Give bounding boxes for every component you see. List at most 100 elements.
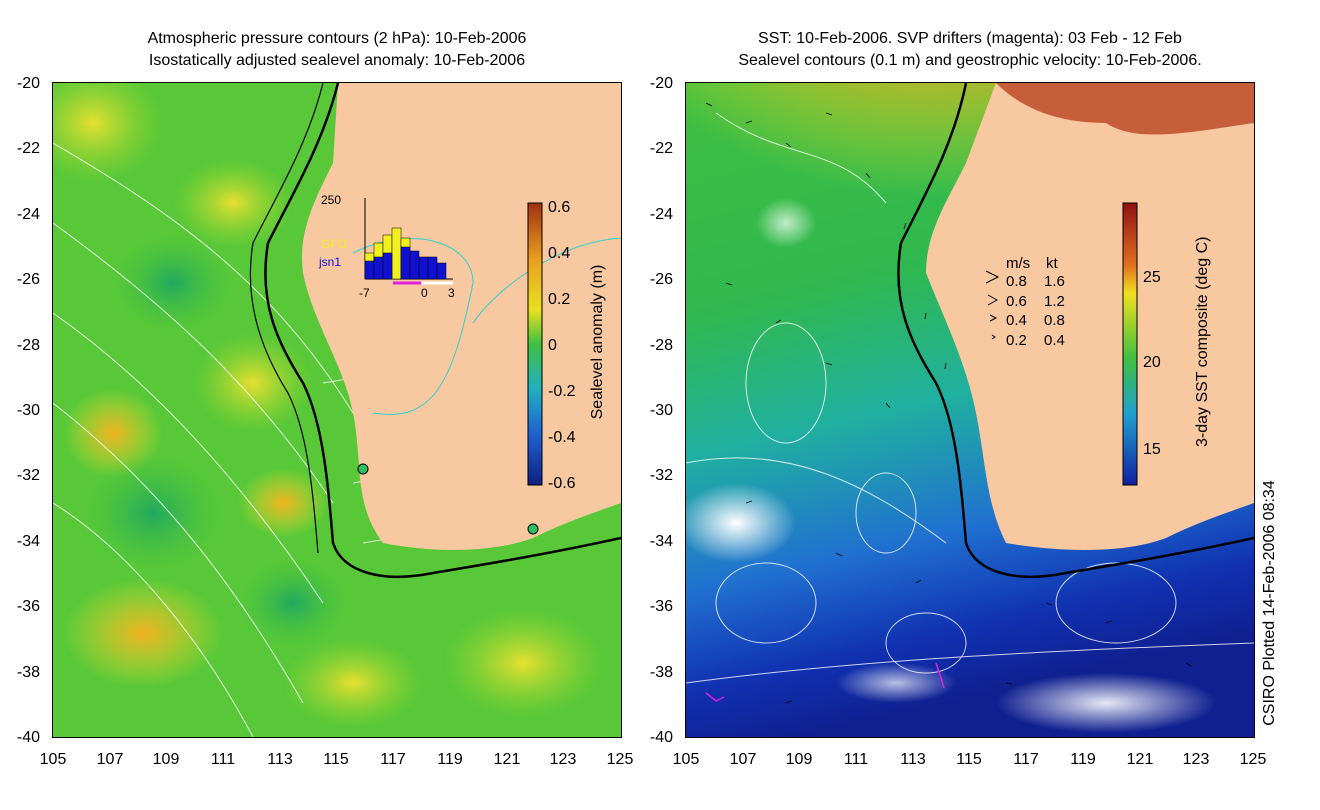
anomaly-blob [53, 83, 163, 183]
colorbar-tick: -0.4 [548, 429, 576, 446]
colorbar-tick: -0.2 [548, 383, 576, 400]
svp-drifter-track [705, 692, 725, 702]
lon-tick: 117 [1013, 751, 1039, 768]
sst-colorbar [1122, 202, 1138, 486]
lon-tick: 119 [437, 751, 463, 768]
kimberley-coast [996, 83, 1254, 135]
geostrophic-velocity-arrows [705, 102, 1192, 704]
lat-tick: -34 [16, 533, 40, 550]
colorbar-tick: 0.4 [548, 245, 571, 262]
lat-tick: -40 [16, 729, 40, 746]
lon-tick: 125 [606, 751, 634, 768]
left-title-line1: Atmospheric pressure contours (2 hPa): 1… [147, 30, 527, 47]
lon-tick: 125 [1239, 751, 1267, 768]
shelf-contour [249, 83, 324, 554]
lon-tick: 105 [672, 751, 700, 768]
histogram-bar-jsn1 [400, 246, 411, 280]
histogram-xlabel: 0 [421, 286, 428, 300]
histogram-bar-jsn1 [427, 256, 438, 280]
legend-kt: 1.6 [1044, 273, 1065, 290]
lat-tick: -36 [16, 598, 40, 615]
coastline [897, 83, 1254, 578]
cloud-patch [756, 198, 816, 248]
lon-tick: 105 [39, 751, 67, 768]
sealevel-colorbar [527, 202, 543, 486]
left-map[interactable]: 250 GFO jsn1 -7 0 3 [52, 82, 622, 738]
histogram-bar-jsn1 [382, 252, 393, 280]
histogram-bar-jsn1 [436, 262, 447, 280]
lon-tick: 113 [900, 751, 926, 768]
velocity-legend-arrows [985, 270, 1000, 340]
legend-gfo: GFO [321, 237, 347, 251]
cloud-patch [686, 483, 796, 563]
australia-landmass [926, 83, 1254, 550]
lat-tick: -26 [649, 271, 673, 288]
lat-tick: -28 [16, 337, 40, 354]
legend-ms: 0.2 [1006, 332, 1027, 349]
anomaly-blob [443, 608, 603, 718]
left-title-line2: Isostatically adjusted sealevel anomaly:… [148, 52, 526, 69]
lon-tick: 121 [1126, 751, 1154, 768]
colorbar-tick: 0.2 [548, 291, 571, 308]
legend-jsn1: jsn1 [319, 255, 342, 269]
right-title-line2: Sealevel contours (0.1 m) and geostrophi… [738, 52, 1202, 69]
colorbar-tick: 0.6 [548, 199, 571, 216]
lat-tick: -20 [16, 75, 40, 92]
anomaly-blob [63, 578, 223, 688]
anomaly-blob [173, 158, 293, 248]
altimeter-histogram [364, 198, 453, 285]
colorbar-tick: 0 [548, 337, 557, 354]
legend-ms: 0.4 [1006, 312, 1027, 329]
legend-kt: 0.8 [1044, 312, 1065, 329]
lon-tick: 117 [380, 751, 406, 768]
legend-kt: 1.2 [1044, 293, 1065, 310]
lat-tick: -32 [16, 467, 40, 484]
anomaly-blob [283, 638, 423, 728]
lon-tick: 123 [1182, 751, 1210, 768]
histogram-ymax-label: 250 [321, 193, 342, 207]
cloud-patch [996, 673, 1216, 733]
lon-tick: 109 [152, 751, 180, 768]
lon-tick: 121 [493, 751, 521, 768]
histogram-bar-jsn1 [418, 256, 429, 280]
tide-gauge-marker [357, 463, 369, 475]
anomaly-blob [193, 333, 313, 433]
legend-kt: 0.4 [1044, 332, 1065, 349]
coastline [264, 83, 621, 578]
colorbar-tick: 20 [1143, 354, 1161, 371]
legend-ms: 0.6 [1006, 293, 1027, 310]
lon-tick: 113 [267, 751, 293, 768]
lon-tick: 107 [729, 751, 757, 768]
lat-tick: -30 [649, 402, 673, 419]
colorbar-tick: -0.6 [548, 475, 576, 492]
right-colorbar-label: 3-day SST composite (deg C) [1194, 236, 1211, 447]
legend-ms: 0.8 [1006, 273, 1027, 290]
histogram-xlabel: 3 [448, 286, 455, 300]
lat-tick: -20 [649, 75, 673, 92]
lon-tick: 123 [549, 751, 577, 768]
lat-tick: -26 [16, 271, 40, 288]
histogram-bar-jsn1 [364, 260, 375, 280]
lat-tick: -32 [649, 467, 673, 484]
lat-tick: -30 [16, 402, 40, 419]
right-title-line1: SST: 10-Feb-2006. SVP drifters (magenta)… [758, 30, 1182, 47]
tide-gauge-marker [527, 523, 539, 535]
sealevel-anomaly-map [53, 83, 621, 737]
colorbar-tick: 25 [1143, 269, 1161, 286]
sealevel-contours [686, 112, 1254, 684]
lon-tick: 111 [843, 751, 869, 768]
lon-tick: 111 [210, 751, 236, 768]
lat-tick: -38 [16, 664, 40, 681]
lat-tick: -28 [649, 337, 673, 354]
lat-tick: -24 [649, 206, 673, 223]
plot-credit: CSIRO Plotted 14-Feb-2006 08:34 [1261, 480, 1278, 726]
histogram-bar-jsn1 [373, 256, 384, 280]
right-map[interactable]: m/s kt 0.8 1.6 0.6 1.2 0.4 0.8 0.2 0.4 [685, 82, 1255, 738]
anomaly-blob [83, 453, 223, 573]
lat-tick: -22 [16, 140, 40, 157]
lat-tick: -34 [649, 533, 673, 550]
left-colorbar-label: Sealevel anomaly (m) [589, 264, 606, 420]
lat-tick: -40 [649, 729, 673, 746]
anomaly-blob [238, 558, 348, 648]
sst-map [686, 83, 1254, 737]
